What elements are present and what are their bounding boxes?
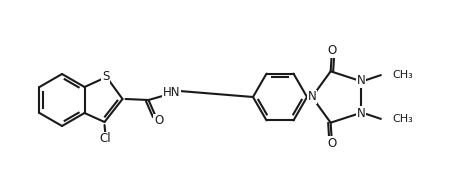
Text: N: N: [308, 91, 316, 103]
Text: O: O: [154, 114, 163, 128]
Text: O: O: [327, 44, 336, 57]
Text: CH₃: CH₃: [393, 70, 414, 80]
Text: HN: HN: [163, 86, 180, 100]
Text: CH₃: CH₃: [393, 114, 414, 124]
Text: O: O: [327, 137, 336, 150]
Text: S: S: [102, 70, 109, 84]
Text: Cl: Cl: [100, 133, 111, 146]
Text: N: N: [357, 74, 365, 87]
Text: N: N: [357, 107, 365, 120]
